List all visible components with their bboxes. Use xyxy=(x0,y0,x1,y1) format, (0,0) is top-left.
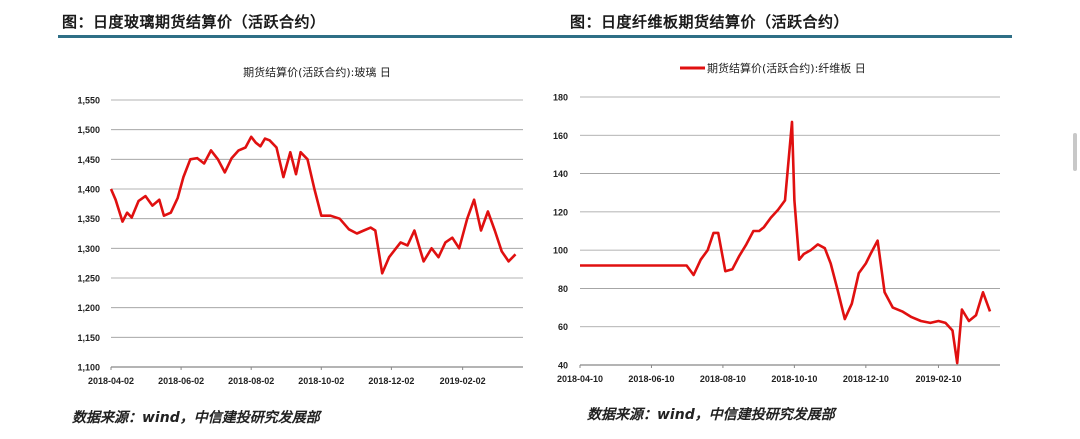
y-tick-label: 1,200 xyxy=(77,303,100,313)
series-line xyxy=(580,120,992,365)
x-tick-label: 2018-08-02 xyxy=(228,376,274,386)
y-tick-label: 1,500 xyxy=(77,125,100,135)
x-tick-label: 2018-08-10 xyxy=(700,374,746,384)
y-tick-label: 60 xyxy=(558,322,568,332)
y-tick-label: 1,450 xyxy=(77,155,100,165)
y-tick-label: 40 xyxy=(558,361,568,371)
fiberboard-futures-chart: 180 160 140 120 100 80 60 40 2018-04-10 2018-06-1… xyxy=(553,61,1000,384)
right-figure-title: 图：日度纤维板期货结算价（活跃合约） xyxy=(570,13,850,31)
legend-label: 期货结算价(活跃合约):纤维板 日 xyxy=(707,61,866,75)
x-tick-label: 2018-10-10 xyxy=(771,374,817,384)
y-tick-label: 140 xyxy=(553,169,568,179)
y-tick-label: 1,400 xyxy=(77,185,100,195)
x-tick-label: 2018-06-10 xyxy=(628,374,674,384)
scrollbar[interactable] xyxy=(1073,133,1077,171)
y-tick-label: 80 xyxy=(558,284,568,294)
x-tick-label: 2018-12-02 xyxy=(368,376,414,386)
x-tick-label: 2019-02-02 xyxy=(440,376,486,386)
chart-title: 期货结算价(活跃合约):玻璃 日 xyxy=(243,65,391,79)
y-tick-label: 1,150 xyxy=(77,333,100,343)
left-title-rule xyxy=(58,35,540,38)
y-tick-label: 120 xyxy=(553,207,568,217)
right-title-rule xyxy=(540,35,1012,38)
y-tick-label: 160 xyxy=(553,131,568,141)
x-tick-label: 2019-02-10 xyxy=(915,374,961,384)
right-data-source: 数据来源：wind，中信建投研究发展部 xyxy=(587,407,835,423)
y-tick-label: 1,350 xyxy=(77,214,100,224)
y-tick-label: 1,550 xyxy=(77,96,100,106)
y-tick-label: 100 xyxy=(553,246,568,256)
glass-futures-chart: 1,550 1,500 1,450 1,400 1,350 1,300 1,250 1,200… xyxy=(77,65,523,386)
y-tick-label: 1,300 xyxy=(77,244,100,254)
x-tick-label: 2018-06-02 xyxy=(158,376,204,386)
x-tick-label: 2018-04-10 xyxy=(557,374,603,384)
left-data-source: 数据来源：wind，中信建投研究发展部 xyxy=(72,410,320,426)
x-tick-label: 2018-10-02 xyxy=(298,376,344,386)
y-tick-label: 1,250 xyxy=(77,274,100,284)
y-tick-label: 180 xyxy=(553,93,568,103)
series-line xyxy=(109,135,517,275)
x-tick-label: 2018-12-10 xyxy=(843,374,889,384)
x-tick-label: 2018-04-02 xyxy=(88,376,134,386)
left-figure-title: 图：日度玻璃期货结算价（活跃合约） xyxy=(62,13,326,31)
y-tick-label: 1,100 xyxy=(77,363,100,373)
